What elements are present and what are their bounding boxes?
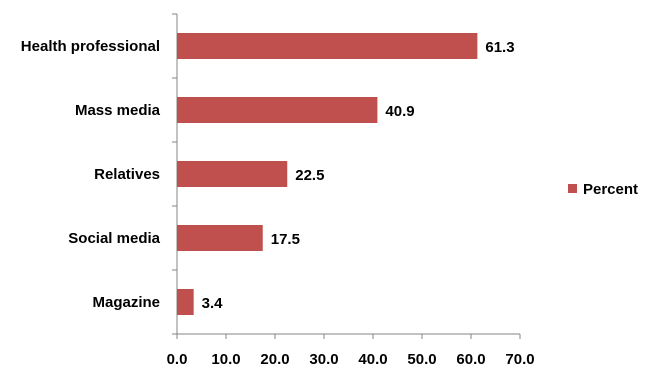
data-label-relatives: 22.5	[295, 167, 324, 184]
chart-bars	[177, 33, 478, 315]
bar-mass-media	[177, 97, 378, 123]
x-tick-label: 60.0	[456, 351, 485, 368]
x-tick-label: 30.0	[309, 351, 338, 368]
category-label-health-professional: Health professional	[21, 38, 160, 55]
x-axis-ticks: 0.0 10.0 20.0 30.0 40.0 50.0 60.0 70.0	[167, 334, 535, 368]
data-label-health-professional: 61.3	[485, 39, 514, 56]
x-tick-label: 0.0	[167, 351, 188, 368]
category-label-relatives: Relatives	[94, 166, 160, 183]
legend-label-percent: Percent	[583, 181, 638, 198]
bar-relatives	[177, 161, 288, 187]
bar-health-professional	[177, 33, 478, 59]
legend-swatch	[568, 184, 577, 193]
x-tick-label: 10.0	[211, 351, 240, 368]
x-tick-label: 20.0	[260, 351, 289, 368]
data-label-social-media: 17.5	[271, 231, 300, 248]
category-label-mass-media: Mass media	[75, 102, 161, 119]
x-tick-label: 40.0	[358, 351, 387, 368]
category-labels: Health professional Mass media Relatives So…	[21, 38, 161, 311]
bar-magazine	[177, 289, 194, 315]
chart-legend: Percent	[568, 181, 638, 198]
x-tick-label: 70.0	[505, 351, 534, 368]
bar-social-media	[177, 225, 263, 251]
x-tick-label: 50.0	[407, 351, 436, 368]
data-label-magazine: 3.4	[202, 295, 224, 312]
data-label-mass-media: 40.9	[385, 103, 414, 120]
data-labels: 61.3 40.9 22.5 17.5 3.4	[202, 39, 515, 312]
category-label-social-media: Social media	[68, 230, 160, 247]
category-label-magazine: Magazine	[92, 294, 160, 311]
